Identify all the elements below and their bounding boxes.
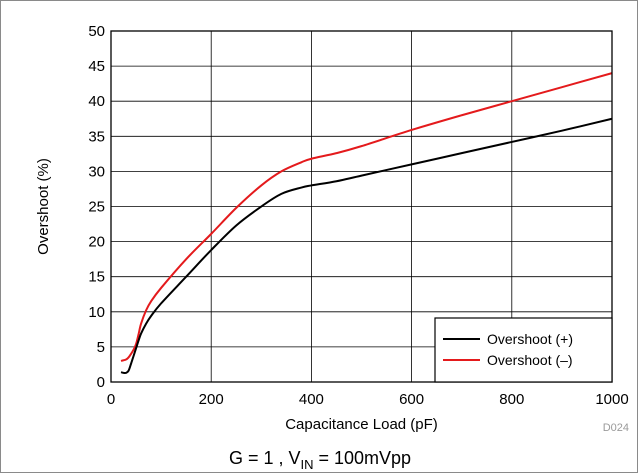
x-tick-label-400: 400 — [299, 391, 324, 408]
y-tick-label-20: 20 — [88, 234, 105, 251]
caption-main: G = 1 , V — [229, 448, 301, 468]
y-axis-label: Overshoot (%) — [35, 158, 52, 255]
x-axis-label: Capacitance Load (pF) — [285, 416, 438, 433]
y-tick-label-50: 50 — [88, 23, 105, 40]
x-tick-labels: 0 200 400 600 800 1000 — [107, 391, 629, 408]
caption-subscript: IN — [300, 457, 313, 472]
y-tick-label-15: 15 — [88, 269, 105, 286]
y-tick-label-5: 5 — [97, 339, 105, 356]
x-tick-label-0: 0 — [107, 391, 115, 408]
chart-caption: G = 1 , VIN = 100mVpp — [229, 448, 411, 472]
plot-border — [110, 30, 613, 383]
x-tick-label-200: 200 — [199, 391, 224, 408]
y-tick-label-45: 45 — [88, 58, 105, 75]
legend-entry-overshoot-positive: Overshoot (+) — [487, 331, 573, 347]
series-lines — [120, 72, 613, 375]
figure-code: D024 — [603, 422, 629, 434]
y-tick-label-30: 30 — [88, 163, 105, 180]
legend-box — [434, 317, 613, 383]
legend-entry-overshoot-negative: Overshoot (–) — [487, 352, 573, 368]
y-tick-label-10: 10 — [88, 304, 105, 321]
y-tick-labels: 0 5 10 15 20 25 30 35 40 45 50 — [88, 23, 105, 391]
y-tick-label-40: 40 — [88, 93, 105, 110]
legend: Overshoot (+) Overshoot (–) — [434, 317, 613, 383]
y-tick-label-25: 25 — [88, 199, 105, 216]
x-tick-label-800: 800 — [499, 391, 524, 408]
x-tick-label-600: 600 — [399, 391, 424, 408]
series-line-overshoot-positive — [120, 117, 613, 375]
y-tick-label-35: 35 — [88, 128, 105, 145]
x-tick-label-1000: 1000 — [595, 391, 628, 408]
caption-tail: = 100mVpp — [313, 448, 411, 468]
y-tick-label-0: 0 — [97, 374, 105, 391]
series-line-overshoot-negative — [120, 72, 613, 362]
